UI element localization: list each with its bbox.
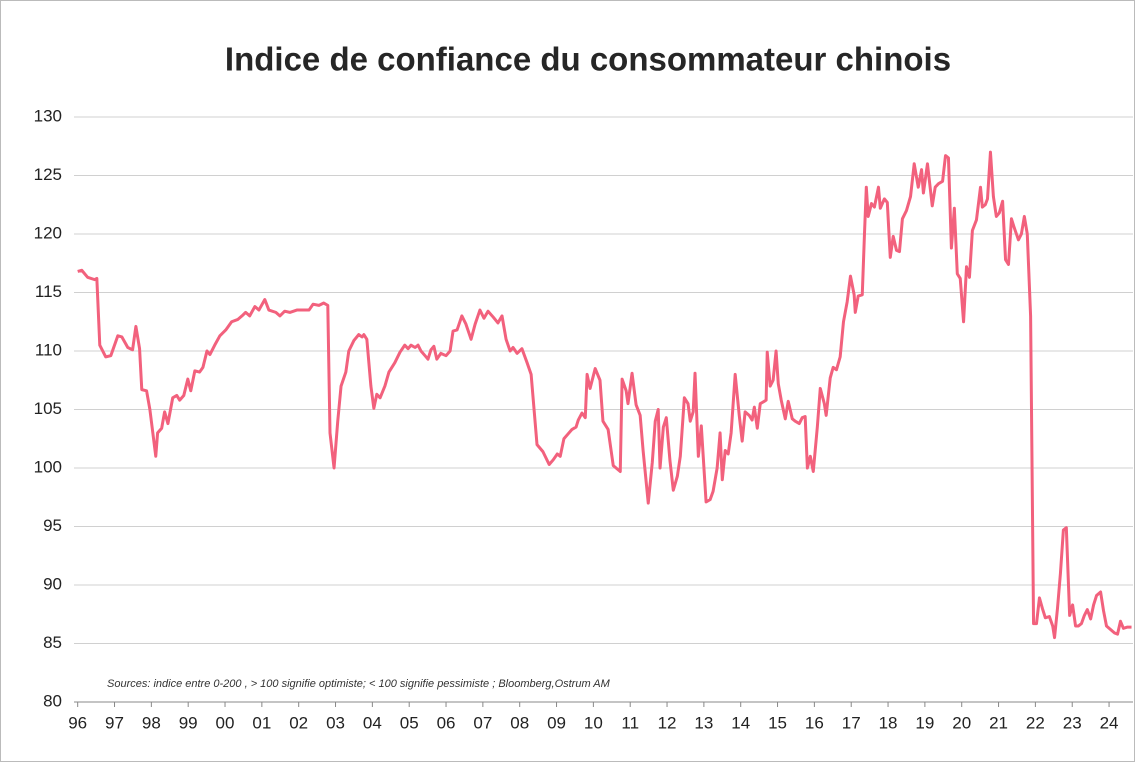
y-tick-label: 80 [43, 691, 62, 710]
y-tick-label: 105 [34, 399, 62, 418]
x-tick-label: 17 [842, 713, 861, 732]
x-tick-label: 10 [584, 713, 603, 732]
x-tick-label: 07 [473, 713, 492, 732]
y-tick-label: 95 [43, 516, 62, 535]
x-tick-label: 24 [1100, 713, 1119, 732]
y-tick-label: 115 [35, 282, 62, 301]
data-line [77, 150, 1132, 640]
y-tick-label: 85 [43, 633, 62, 652]
x-tick-label: 11 [621, 713, 639, 732]
x-tick-label: 06 [437, 713, 456, 732]
x-tick-label: 20 [952, 713, 971, 732]
y-tick-label: 120 [34, 223, 62, 242]
x-tick-label: 99 [179, 713, 198, 732]
x-tick-label: 05 [400, 713, 419, 732]
x-tick-label: 12 [658, 713, 677, 732]
source-note: Sources: indice entre 0-200 , > 100 sign… [107, 678, 611, 690]
x-tick-label: 15 [768, 713, 787, 732]
y-tick-label: 100 [34, 457, 62, 476]
y-tick-label: 110 [35, 340, 62, 359]
x-tick-label: 18 [879, 713, 898, 732]
x-tick-label: 08 [510, 713, 529, 732]
x-tick-label: 09 [547, 713, 566, 732]
x-tick-label: 03 [326, 713, 345, 732]
y-tick-label: 125 [34, 165, 62, 184]
x-tick-label: 00 [216, 713, 235, 732]
y-tick-label: 130 [34, 106, 62, 125]
x-tick-label: 16 [805, 713, 824, 732]
x-tick-label: 96 [68, 713, 87, 732]
x-tick-label: 13 [694, 713, 713, 732]
x-tick-label: 98 [142, 713, 161, 732]
x-tick-label: 97 [105, 713, 124, 732]
x-tick-label: 19 [915, 713, 934, 732]
y-tick-label: 90 [43, 574, 62, 593]
x-tick-label: 22 [1026, 713, 1045, 732]
chart-title: Indice de confiance du consommateur chin… [225, 41, 951, 78]
x-tick-label: 23 [1063, 713, 1082, 732]
x-tick-label: 01 [252, 713, 271, 732]
x-tick-label: 04 [363, 713, 382, 732]
x-tick-label: 21 [989, 713, 1008, 732]
x-tick-label: 02 [289, 713, 308, 732]
x-tick-label: 14 [731, 713, 750, 732]
